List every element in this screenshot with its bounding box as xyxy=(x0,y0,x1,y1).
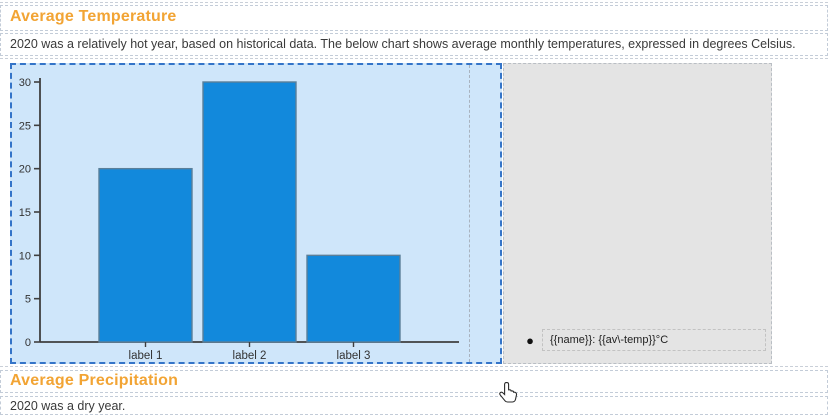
paragraph-precipitation[interactable]: 2020 was a dry year. xyxy=(0,396,828,415)
svg-text:15: 15 xyxy=(19,207,31,219)
svg-text:label 1: label 1 xyxy=(129,350,163,362)
resize-guide-line xyxy=(469,65,470,362)
legend-label[interactable]: {{name}}: {{av\-temp}}°C xyxy=(542,329,766,351)
svg-text:label 3: label 3 xyxy=(337,350,371,362)
chart-legend-area[interactable]: ● {{name}}: {{av\-temp}}°C xyxy=(503,63,772,364)
legend-bullet-icon: ● xyxy=(526,332,534,348)
svg-text:30: 30 xyxy=(19,77,31,89)
paragraph-temperature[interactable]: 2020 was a relatively hot year, based on… xyxy=(0,33,828,56)
svg-text:10: 10 xyxy=(19,250,31,262)
legend-item[interactable]: ● {{name}}: {{av\-temp}}°C xyxy=(518,329,766,351)
svg-text:5: 5 xyxy=(25,294,31,306)
chart-plot-area[interactable]: 0 5 10 15 20 25 30 label 1 label 2 label 3 xyxy=(10,63,502,364)
svg-text:0: 0 xyxy=(25,337,31,349)
section-heading-temperature[interactable]: Average Temperature xyxy=(0,5,828,31)
svg-text:label 2: label 2 xyxy=(233,350,267,362)
svg-text:25: 25 xyxy=(19,120,31,132)
bar-chart[interactable]: 0 5 10 15 20 25 30 label 1 label 2 label 3 xyxy=(12,65,500,362)
block-divider xyxy=(0,2,828,3)
section-heading-precipitation[interactable]: Average Precipitation xyxy=(0,370,828,393)
svg-text:20: 20 xyxy=(19,164,31,176)
chart-block[interactable]: 0 5 10 15 20 25 30 label 1 label 2 label 3 ● {{na… xyxy=(0,58,828,367)
